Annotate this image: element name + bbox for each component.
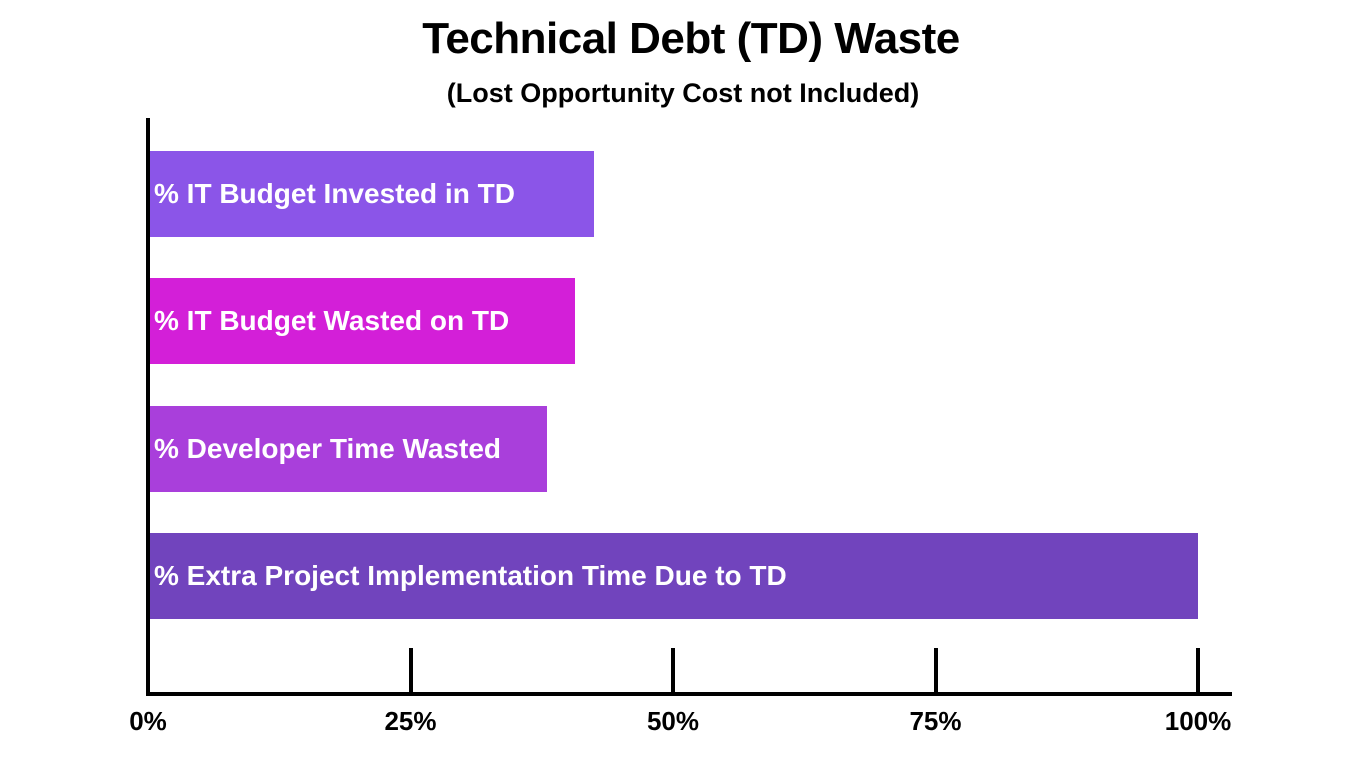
bar-it-budget-wasted: % IT Budget Wasted on TD [150,278,576,364]
tick-label-0: 0% [129,706,167,736]
chart-title: Technical Debt (TD) Waste [422,14,960,63]
tick-label-75: 75% [909,706,962,736]
tick-25 [408,648,413,694]
tick-label-100: 100% [1164,706,1232,736]
bar-label: % IT Budget Invested in TD [154,178,515,209]
bar-label: % Developer Time Wasted [154,433,502,464]
y-axis-line [146,118,150,696]
bar-extra-project-time: % Extra Project Implementation Time Due … [150,533,1198,619]
chart-subtitle: (Lost Opportunity Cost not Included) [446,78,920,108]
bar-it-budget-invested: % IT Budget Invested in TD [150,151,595,237]
bar-label: % IT Budget Wasted on TD [154,305,510,336]
x-axis-line [146,692,1232,696]
tick-label-50: 50% [646,706,700,736]
tick-label-25: 25% [384,706,437,736]
tick-50 [671,648,675,694]
tick-75 [933,648,938,694]
bar-label: % Extra Project Implementation Time Due … [154,560,787,591]
bar-developer-time-wasted: % Developer Time Wasted [150,406,547,492]
tick-100 [1196,648,1200,694]
